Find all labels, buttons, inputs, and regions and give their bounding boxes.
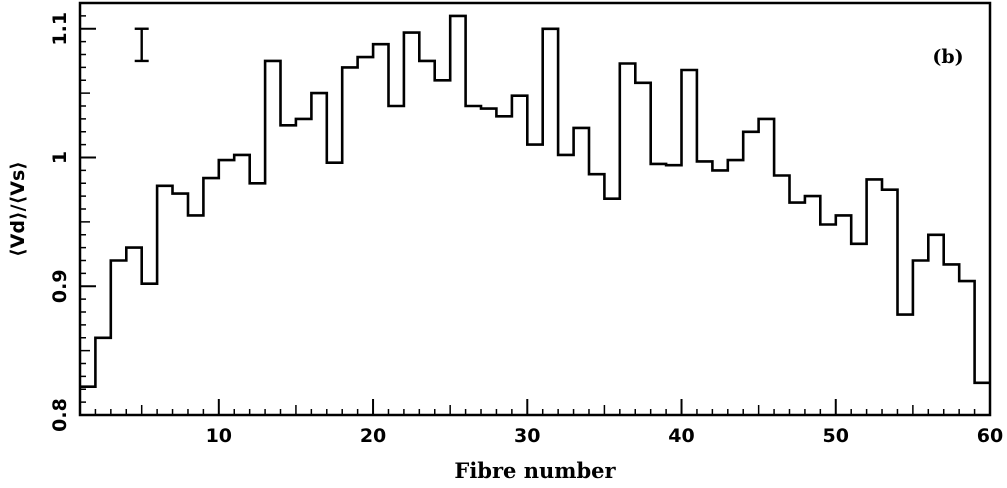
- x-tick-label: 50: [823, 425, 849, 447]
- panel-label: (b): [932, 46, 963, 68]
- y-axis-label: ⟨Vd⟩/⟨Vs⟩: [7, 161, 29, 257]
- plot-frame: [78, 1, 992, 417]
- histogram-series-line: [80, 14, 990, 388]
- y-tick-label: 0.9: [49, 269, 71, 303]
- x-tick-label: 40: [668, 425, 694, 447]
- x-tick-label: 20: [360, 425, 386, 447]
- x-tick-label: 60: [977, 425, 1003, 447]
- x-tick-label: 10: [206, 425, 232, 447]
- x-axis-label: Fibre number: [454, 458, 616, 483]
- y-tick-label: 1.1: [49, 12, 71, 46]
- y-tick-label: 0.8: [49, 398, 71, 432]
- error-bar-indicator: [134, 27, 149, 63]
- y-axis-ticks: 0.8 0.9 1 1.1: [49, 2, 96, 432]
- x-axis-ticks: 10 20 30 40 50 60: [94, 399, 1003, 447]
- y-tick-label: 1: [49, 151, 71, 164]
- x-tick-label: 30: [514, 425, 540, 447]
